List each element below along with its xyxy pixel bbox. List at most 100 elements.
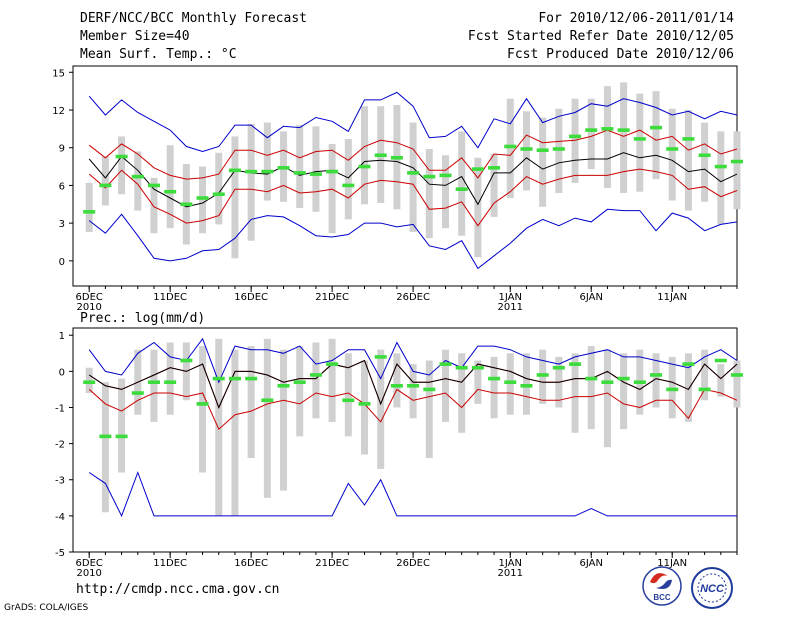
forecast-marker bbox=[650, 125, 663, 130]
forecast-marker bbox=[131, 174, 144, 179]
precipitation-panel-label: Prec.: log(mm/d) bbox=[80, 311, 206, 326]
x-tick-year-label: 2011 bbox=[498, 568, 523, 579]
forecast-marker bbox=[423, 387, 436, 392]
forecast-marker bbox=[552, 147, 565, 151]
y-tick-label: 1 bbox=[59, 331, 65, 342]
forecast-marker bbox=[374, 355, 387, 359]
forecast-marker bbox=[99, 434, 112, 439]
forecast-marker bbox=[520, 384, 533, 388]
y-tick-label: -4 bbox=[55, 512, 65, 523]
x-tick-label: 16DEC bbox=[234, 292, 268, 303]
forecast-marker bbox=[390, 384, 403, 388]
ensemble-box bbox=[668, 356, 676, 419]
forecast-marker bbox=[277, 384, 290, 388]
x-tick-label: 6JAN bbox=[580, 292, 603, 303]
ensemble-box bbox=[393, 353, 401, 408]
chart-title: DERF/NCC/BCC Monthly Forecast bbox=[80, 11, 307, 26]
ensemble-box bbox=[506, 353, 514, 415]
ensemble-box bbox=[474, 360, 482, 404]
ensemble-box bbox=[118, 136, 126, 195]
forecast-marker bbox=[164, 380, 177, 384]
ensemble-box bbox=[150, 349, 158, 422]
forecast-marker bbox=[309, 172, 322, 176]
ensemble-box bbox=[263, 122, 271, 201]
forecast-marker bbox=[423, 174, 436, 179]
ensemble-box bbox=[344, 138, 352, 220]
forecast-marker bbox=[666, 147, 679, 151]
forecast-marker bbox=[245, 376, 258, 381]
ensemble-box bbox=[247, 123, 255, 241]
forecast-marker bbox=[471, 365, 484, 370]
source-url[interactable]: http://cmdp.ncc.cma.gov.cn bbox=[76, 582, 280, 597]
forecast-marker bbox=[164, 189, 177, 194]
ensemble-box bbox=[539, 349, 547, 404]
forecast-marker bbox=[212, 192, 225, 197]
member-size-label: Member Size=40 bbox=[80, 29, 190, 44]
y-tick-label: -1 bbox=[55, 403, 65, 414]
x-tick-year-label: 2010 bbox=[76, 302, 101, 313]
forecast-marker bbox=[342, 398, 355, 403]
ensemble-box bbox=[652, 353, 660, 408]
forecast-marker bbox=[633, 380, 646, 384]
ensemble-box bbox=[571, 98, 579, 183]
forecast-marker bbox=[342, 183, 355, 188]
y-tick-label: 15 bbox=[52, 68, 65, 79]
ensemble-box bbox=[425, 148, 433, 239]
ensemble-box bbox=[620, 353, 628, 430]
ensemble-box bbox=[215, 338, 223, 516]
ensemble-box bbox=[409, 364, 417, 419]
forecast-marker bbox=[358, 164, 371, 169]
bcc-logo: BCC bbox=[642, 566, 682, 606]
forecast-marker bbox=[714, 358, 727, 363]
forecast-marker bbox=[228, 168, 241, 173]
forecast-marker bbox=[488, 166, 501, 170]
ensemble-box bbox=[555, 108, 563, 193]
forecast-marker bbox=[326, 362, 339, 366]
forecast-marker bbox=[504, 144, 517, 149]
forecast-marker bbox=[601, 127, 614, 131]
ensemble-box bbox=[652, 91, 660, 180]
spread-lower-line bbox=[88, 168, 738, 227]
ensemble-box bbox=[231, 136, 239, 259]
forecast-marker bbox=[245, 169, 258, 174]
forecast-marker bbox=[293, 171, 306, 175]
ensemble-box bbox=[328, 143, 336, 234]
forecast-marker bbox=[552, 365, 565, 370]
forecast-marker bbox=[358, 402, 371, 406]
ensemble-box bbox=[199, 346, 207, 473]
forecast-marker bbox=[83, 380, 96, 384]
forecast-marker bbox=[115, 434, 128, 439]
ensemble-box bbox=[684, 110, 692, 211]
forecast-marker bbox=[407, 171, 420, 175]
forecast-marker bbox=[698, 387, 711, 392]
forecast-marker bbox=[714, 164, 727, 169]
grads-credit: GrADS: COLA/IGES bbox=[4, 603, 89, 613]
forecast-marker bbox=[698, 153, 711, 158]
forecast-marker bbox=[261, 398, 274, 403]
ncc-logo: NCC bbox=[691, 567, 733, 609]
ensemble-box bbox=[101, 156, 109, 206]
ensemble-box bbox=[522, 353, 530, 415]
max-line bbox=[88, 91, 738, 153]
ncc-logo-inner-ring-icon bbox=[697, 573, 727, 603]
ensemble-box bbox=[733, 131, 741, 210]
x-tick-label: 11JAN bbox=[657, 558, 687, 569]
min-line bbox=[88, 471, 737, 518]
ensemble-box bbox=[199, 166, 207, 234]
x-tick-label: 6DEC bbox=[76, 558, 103, 569]
y-tick-label: -2 bbox=[55, 440, 65, 451]
forecast-marker bbox=[407, 384, 420, 388]
forecast-marker bbox=[585, 128, 598, 132]
forecast-marker bbox=[536, 373, 549, 377]
forecast-marker bbox=[83, 210, 96, 214]
forecast-marker bbox=[212, 376, 225, 381]
forecast-marker bbox=[682, 137, 695, 141]
ensemble-box bbox=[458, 131, 466, 236]
y-tick-label: -3 bbox=[55, 476, 65, 487]
x-tick-label: 6JAN bbox=[580, 558, 603, 569]
plot-frame bbox=[72, 327, 738, 553]
ensemble-box bbox=[101, 382, 109, 513]
forecast-marker bbox=[455, 365, 468, 370]
ensemble-box bbox=[733, 360, 741, 408]
